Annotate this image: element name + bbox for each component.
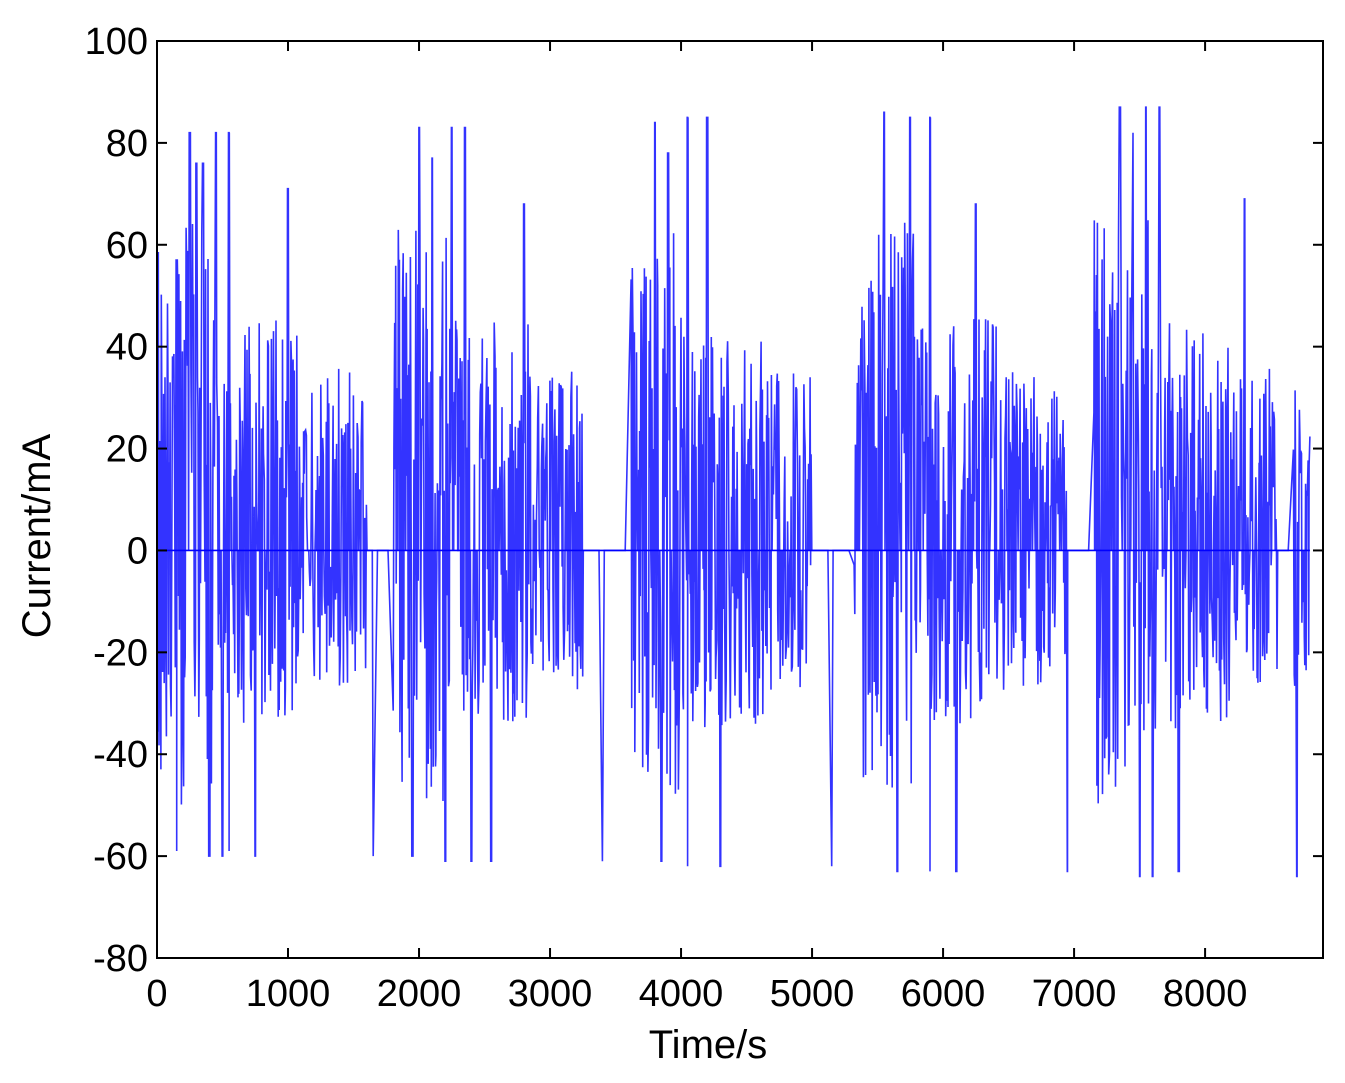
y-tick-label: 80 <box>106 123 148 165</box>
x-tick-label: 2000 <box>377 973 462 1015</box>
y-tick-label: 100 <box>85 21 148 63</box>
y-tick-label: -20 <box>93 632 148 674</box>
x-tick-label: 6000 <box>901 973 986 1015</box>
current-series-line <box>156 106 1311 878</box>
y-axis-label: Current/mA <box>15 433 59 638</box>
y-tick-label: 20 <box>106 429 148 471</box>
y-tick-label: -60 <box>93 836 148 878</box>
y-tick-label: 40 <box>106 327 148 369</box>
x-tick-label: 3000 <box>508 973 593 1015</box>
x-tick-label: 8000 <box>1163 973 1248 1015</box>
x-tick-label: 1000 <box>246 973 331 1015</box>
x-tick-label: 4000 <box>639 973 724 1015</box>
plot-frame <box>156 40 1324 959</box>
tick-marks <box>156 40 1323 959</box>
x-tick-label: 5000 <box>770 973 855 1015</box>
y-tick-label: -40 <box>93 734 148 776</box>
x-tick-label: 0 <box>146 973 167 1015</box>
y-tick-label: 0 <box>127 530 148 572</box>
x-axis-label: Time/s <box>649 1023 768 1067</box>
series-line-group <box>156 106 1311 878</box>
x-tick-label: 7000 <box>1032 973 1117 1015</box>
x-tick-labels: 0 1000 2000 3000 4000 5000 6000 7000 8000 <box>146 973 1247 1015</box>
y-tick-label: 60 <box>106 225 148 267</box>
y-tick-label: -80 <box>93 938 148 980</box>
y-tick-labels: -80 -60 -40 -20 0 20 40 60 80 100 <box>85 21 148 980</box>
